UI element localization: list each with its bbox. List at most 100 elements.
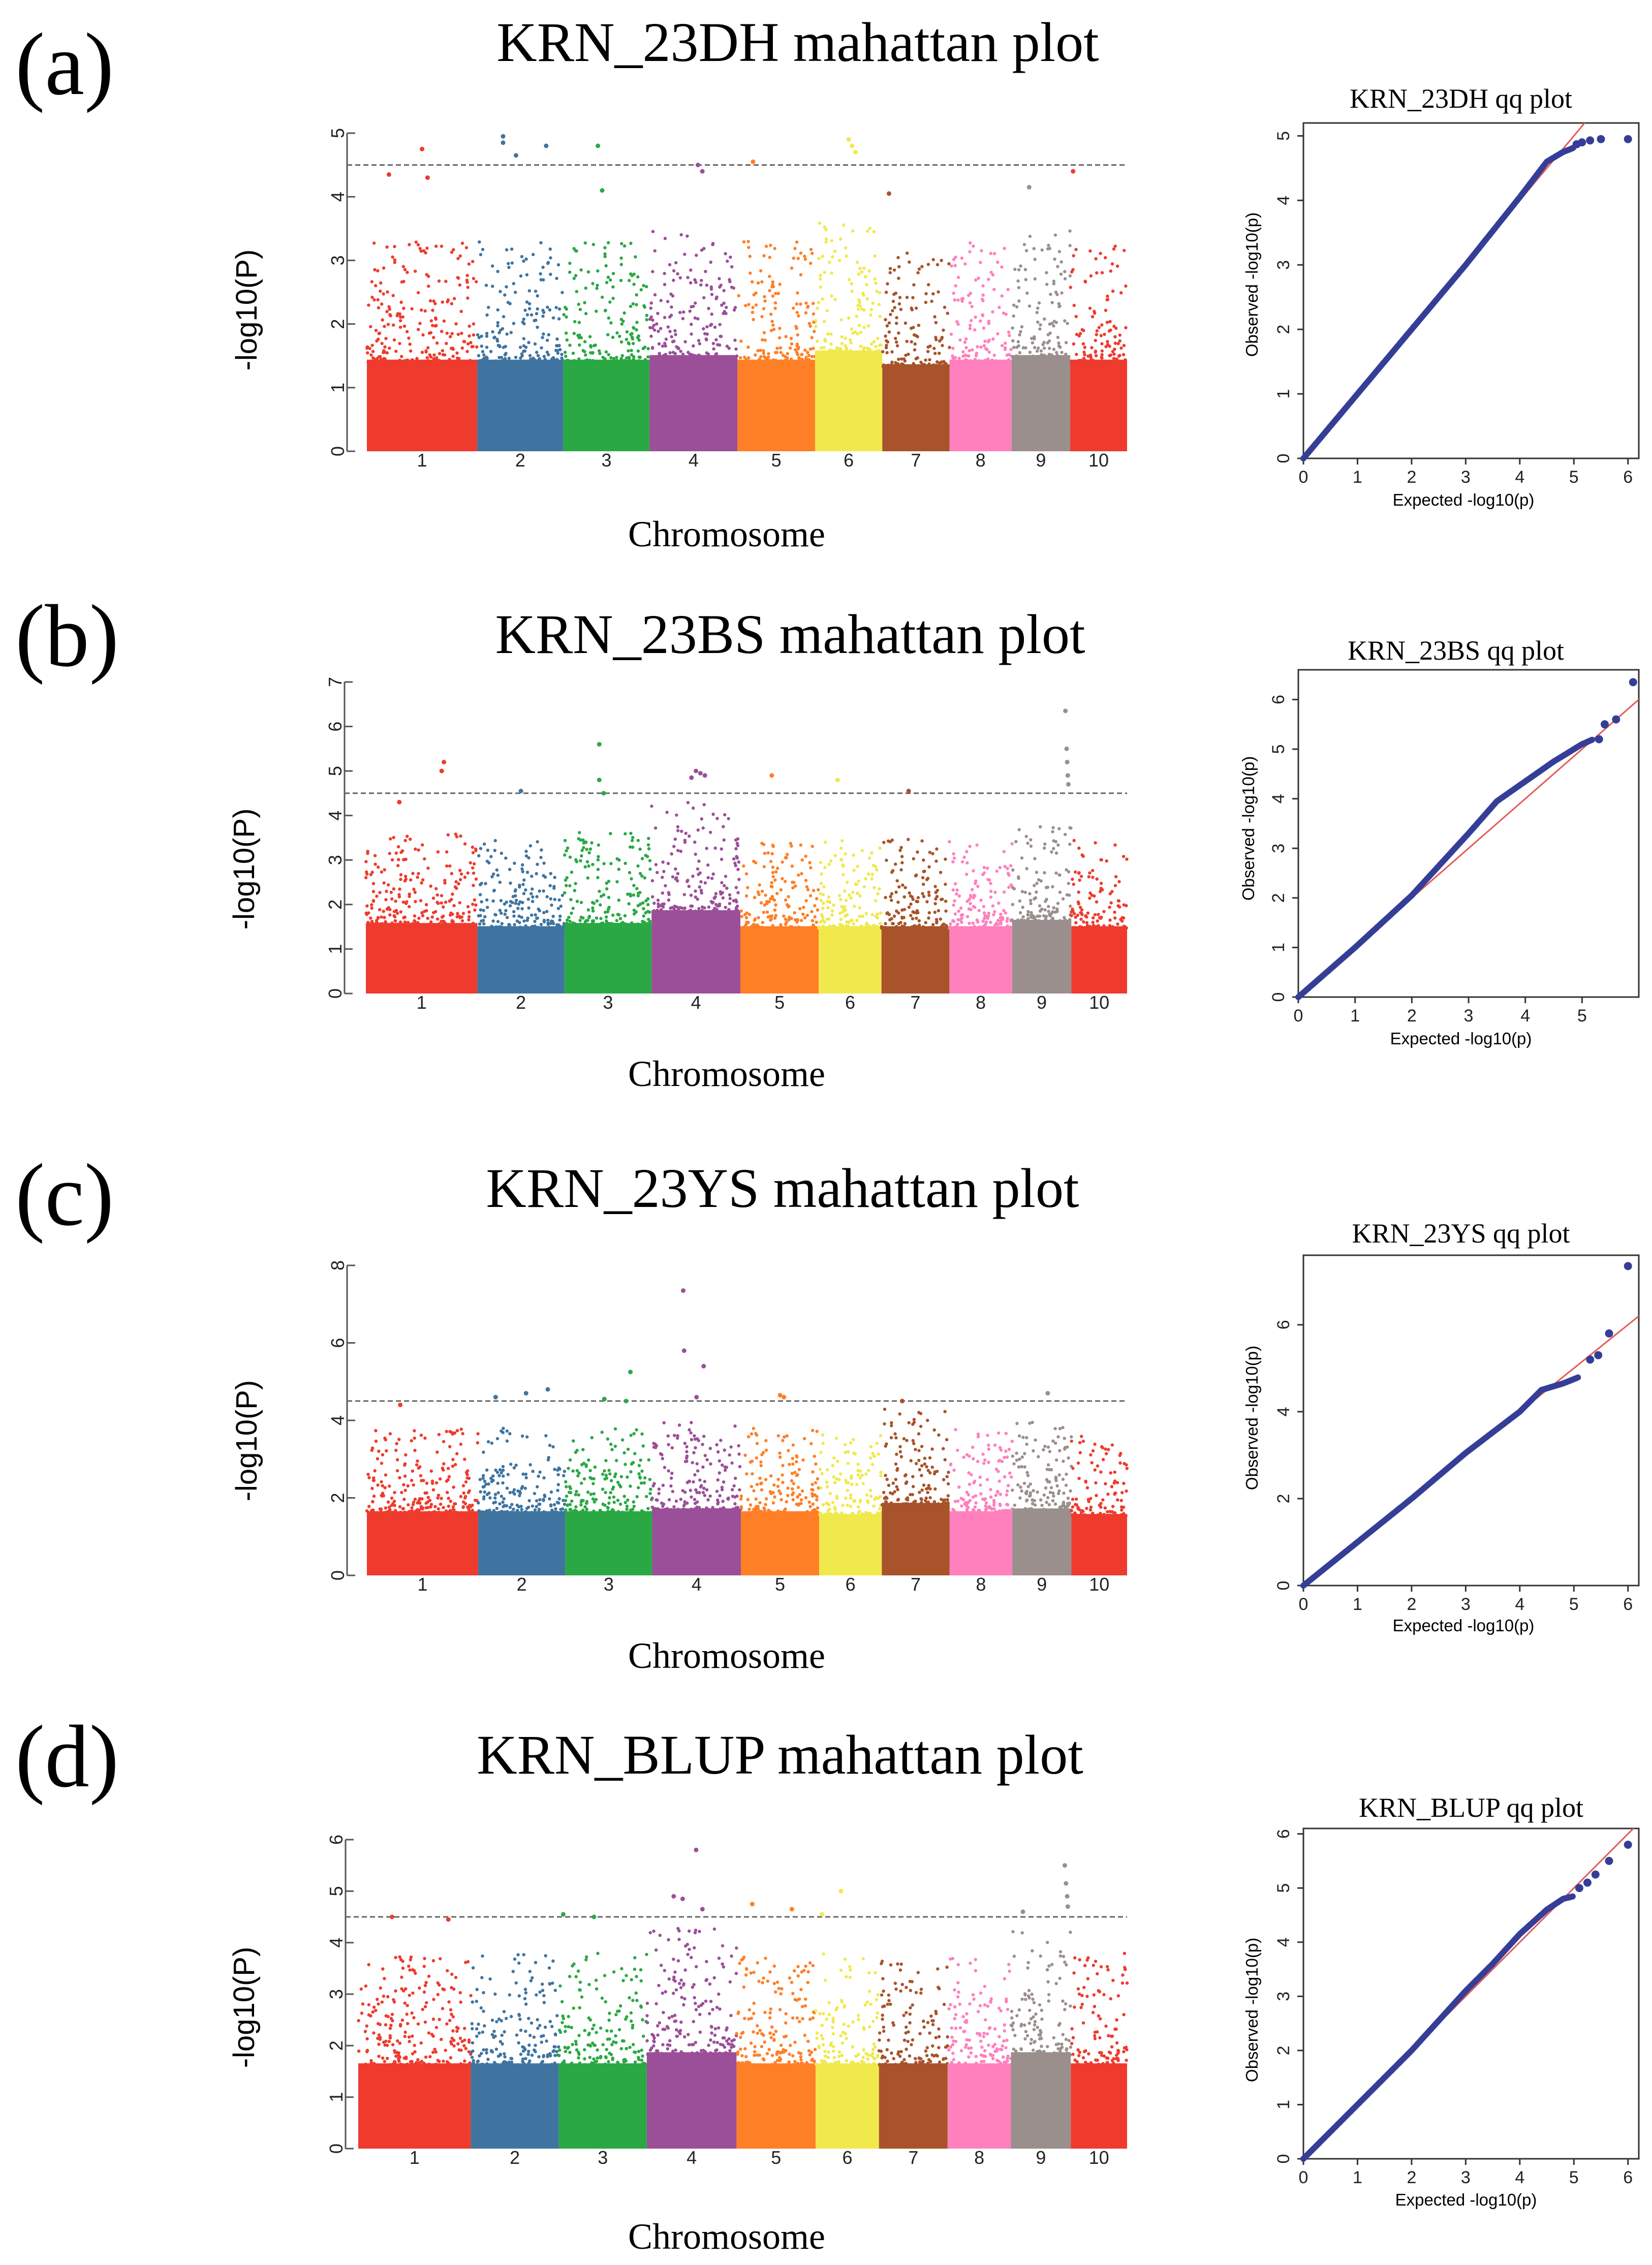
snp-point [759,349,762,352]
snp-point [388,313,392,317]
snp-point [869,1495,873,1498]
snp-point [1068,918,1072,921]
snp-point [1110,262,1114,266]
snp-point [739,909,743,913]
snp-point [693,1502,697,1505]
snp-point [764,244,768,248]
snp-point [750,1460,754,1463]
snp-point [497,356,501,359]
snp-point [1003,926,1006,929]
snp-point [927,911,931,915]
snp-point [718,356,722,360]
x-tick-label: 0 [1294,1006,1303,1026]
snp-point [705,1506,708,1510]
snp-point [712,355,715,359]
snp-point [1006,288,1010,291]
snp-point [805,885,809,889]
snp-point [846,881,849,884]
snp-point [689,893,693,897]
x-tick-label: 2 [516,992,526,1013]
snp-point [385,245,389,249]
snp-point [655,322,659,326]
snp-point [890,360,894,364]
snp-point [857,272,861,276]
snp-point [491,1474,495,1478]
chromosome-10-points [1070,839,1129,930]
snp-point [733,305,737,309]
x-tick-label: 10 [1089,992,1109,1013]
snp-point [540,346,543,350]
snp-point [651,347,654,350]
snp-point [1118,339,1121,343]
snp-point [1029,902,1033,906]
snp-point [459,1442,462,1446]
snp-point [710,323,713,326]
snp-point [520,867,524,871]
snp-point [429,884,432,888]
snp-point [478,922,482,926]
snp-point [403,1462,407,1466]
snp-point [473,1511,477,1515]
snp-point [928,344,932,348]
snp-point [458,878,462,882]
snp-point [400,1491,403,1495]
snp-point [467,910,471,914]
snp-point [872,886,876,889]
snp-point [722,838,726,842]
snp-point [388,908,392,912]
snp-point [546,262,550,265]
snp-point [572,359,576,362]
snp-point [771,871,775,875]
snp-point [916,850,919,854]
snp-point [690,305,693,308]
snp-point [621,319,625,323]
snp-point [507,262,510,265]
snp-point [840,839,844,843]
snp-point [1043,908,1047,912]
snp-point [379,355,382,359]
snp-point [879,922,882,925]
snp-point [799,302,802,306]
snp-point [1078,925,1082,928]
snp-point [689,1507,693,1511]
snp-point [1080,913,1084,916]
qq-x-label: Expected -log10(p) [1390,1029,1532,1048]
snp-point [981,299,985,302]
snp-point [694,895,698,899]
snp-point [632,358,635,362]
snp-point [811,1470,815,1474]
snp-point [1108,918,1112,922]
snp-point [675,876,678,880]
snp-point [1050,850,1053,854]
snp-point [1047,339,1051,343]
snp-point [586,1491,590,1494]
snp-point [1088,891,1092,895]
manhattan-title-b: KRN_23BS mahattan plot [495,603,1085,665]
snp-point [514,894,517,898]
snp-point [452,1485,455,1489]
snp-point [890,363,893,367]
snp-point [739,1505,743,1509]
snp-point [744,926,747,930]
snp-point [1094,350,1097,354]
snp-point [395,1458,399,1462]
snp-point [607,1501,611,1505]
snp-point [377,865,380,869]
snp-point [907,352,910,356]
snp-point [662,870,666,874]
snp-point [862,308,866,312]
snp-point [415,1463,419,1467]
snp-point [860,270,864,274]
snp-point [1033,258,1037,261]
snp-point [757,893,761,896]
snp-point [1068,229,1072,233]
snp-point [844,344,847,348]
snp-point [588,847,593,851]
snp-point [874,899,878,903]
snp-point [1087,875,1090,879]
snp-point [979,319,982,323]
snp-point [835,926,838,930]
snp-point [727,817,730,821]
snp-point [876,925,879,928]
snp-point [965,861,969,865]
